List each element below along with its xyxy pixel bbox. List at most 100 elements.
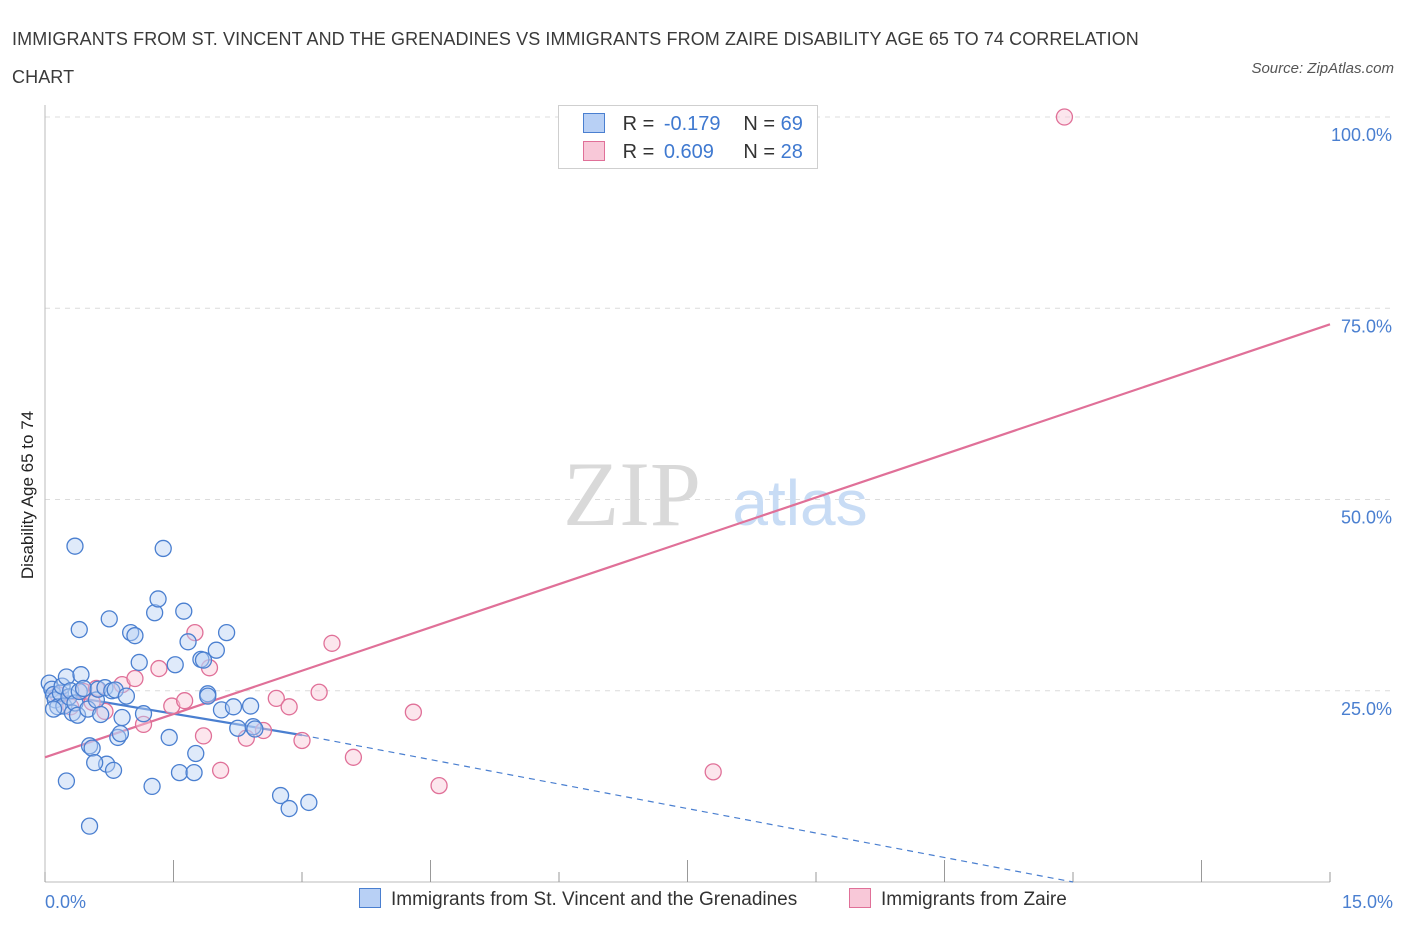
point-blue (100, 610, 118, 628)
legend-r-label: R = (622, 141, 655, 163)
trend-line-blue-extrapolated (301, 734, 1074, 883)
point-blue (104, 761, 123, 779)
legend-n-label: N = (743, 113, 776, 135)
point-blue (44, 700, 63, 718)
point-blue (86, 754, 104, 772)
point-pink (430, 776, 448, 795)
y-tick-label: 100.0% (1331, 125, 1392, 145)
legend-swatch-pink (583, 141, 605, 161)
legend-r-label: R = (622, 113, 655, 135)
point-blue (117, 687, 136, 705)
series-swatch-blue (359, 888, 381, 908)
point-blue (113, 708, 131, 727)
point-blue (83, 739, 101, 757)
point-blue (179, 633, 197, 651)
point-pink (704, 763, 722, 781)
legend-n-value: 28 (780, 141, 803, 163)
point-blue (154, 539, 172, 558)
watermark: ZIP atlas (563, 443, 868, 545)
series-label-blue: Immigrants from St. Vincent and the Gren… (391, 889, 798, 910)
legend-n-value: 69 (780, 113, 803, 135)
series-label-pink: Immigrants from Zaire (881, 889, 1067, 910)
point-blue (53, 677, 71, 695)
point-pink (126, 669, 144, 688)
series-swatch-pink (849, 888, 871, 908)
point-blue (126, 627, 144, 645)
point-pink (323, 634, 341, 652)
data-points (40, 108, 1074, 835)
source-label: Source: ZipAtlas.com (1251, 60, 1394, 77)
point-blue (57, 772, 76, 790)
legend-row-blue: R = -0.179 N = 69 (583, 113, 803, 137)
point-blue (149, 590, 167, 608)
point-blue (57, 668, 76, 686)
y-axis-label: Disability Age 65 to 74 (18, 411, 37, 579)
point-blue (70, 620, 88, 639)
trend-line-pink (44, 323, 1331, 759)
point-pink (163, 697, 181, 715)
point-blue (246, 720, 264, 738)
series-legend-blue: Immigrants from St. Vincent and the Gren… (359, 888, 797, 911)
legend-r-value: 0.609 (663, 141, 714, 163)
point-blue (51, 684, 70, 702)
point-blue (229, 719, 247, 737)
series-legend-pink: Immigrants from Zaire (849, 888, 1067, 911)
point-pink (254, 721, 273, 740)
point-blue (146, 604, 164, 622)
point-blue (111, 724, 130, 743)
point-blue (187, 744, 205, 763)
point-blue (217, 623, 236, 642)
point-blue (166, 656, 184, 674)
point-pink (310, 683, 328, 701)
point-blue (130, 653, 148, 672)
point-blue (92, 705, 110, 724)
correlation-legend: R = -0.179 N = 69 R = 0.609 N = 28 (558, 105, 818, 169)
point-blue (207, 641, 225, 659)
y-tick-label: 75.0% (1341, 316, 1392, 336)
point-pink (267, 689, 285, 708)
trend-lines (44, 323, 1331, 883)
point-blue (175, 602, 193, 620)
point-pink (344, 748, 363, 766)
point-blue (72, 666, 90, 684)
chart-title: IMMIGRANTS FROM ST. VINCENT AND THE GREN… (12, 29, 1139, 87)
point-blue (89, 680, 107, 698)
point-blue (185, 763, 203, 782)
point-blue (199, 687, 217, 705)
point-blue (170, 763, 189, 782)
point-blue (194, 651, 213, 669)
point-blue (224, 698, 243, 716)
point-pink (1055, 108, 1074, 126)
point-blue (241, 697, 260, 715)
point-pink (186, 623, 204, 642)
point-blue (160, 728, 178, 747)
point-pink (293, 731, 311, 750)
tick-labels: 100.0% 75.0% 50.0% 25.0% 0.0% 15.0% (45, 125, 1393, 912)
point-pink (404, 703, 423, 721)
point-blue (66, 537, 84, 555)
point-pink (211, 761, 230, 779)
legend-swatch-blue (583, 113, 605, 133)
point-blue (80, 817, 99, 835)
legend-r-value: -0.179 (663, 113, 721, 135)
gridlines (45, 116, 1392, 692)
point-pink (280, 698, 298, 716)
watermark-zip: ZIP (563, 443, 701, 545)
legend-row-pink: R = 0.609 N = 28 (583, 141, 803, 165)
point-pink (175, 692, 194, 710)
y-tick-label: 50.0% (1341, 508, 1392, 528)
point-pink (194, 727, 213, 745)
point-blue (80, 737, 99, 755)
point-blue (68, 706, 87, 724)
point-blue (271, 786, 290, 805)
legend-n-label: N = (743, 141, 776, 163)
y-tick-label: 25.0% (1341, 699, 1392, 719)
point-blue (300, 793, 318, 812)
point-blue (143, 777, 161, 796)
point-blue (74, 679, 93, 698)
point-blue (280, 799, 298, 818)
x-tick-label-min: 0.0% (45, 892, 86, 912)
point-blue (134, 705, 153, 723)
point-pink (150, 659, 168, 678)
